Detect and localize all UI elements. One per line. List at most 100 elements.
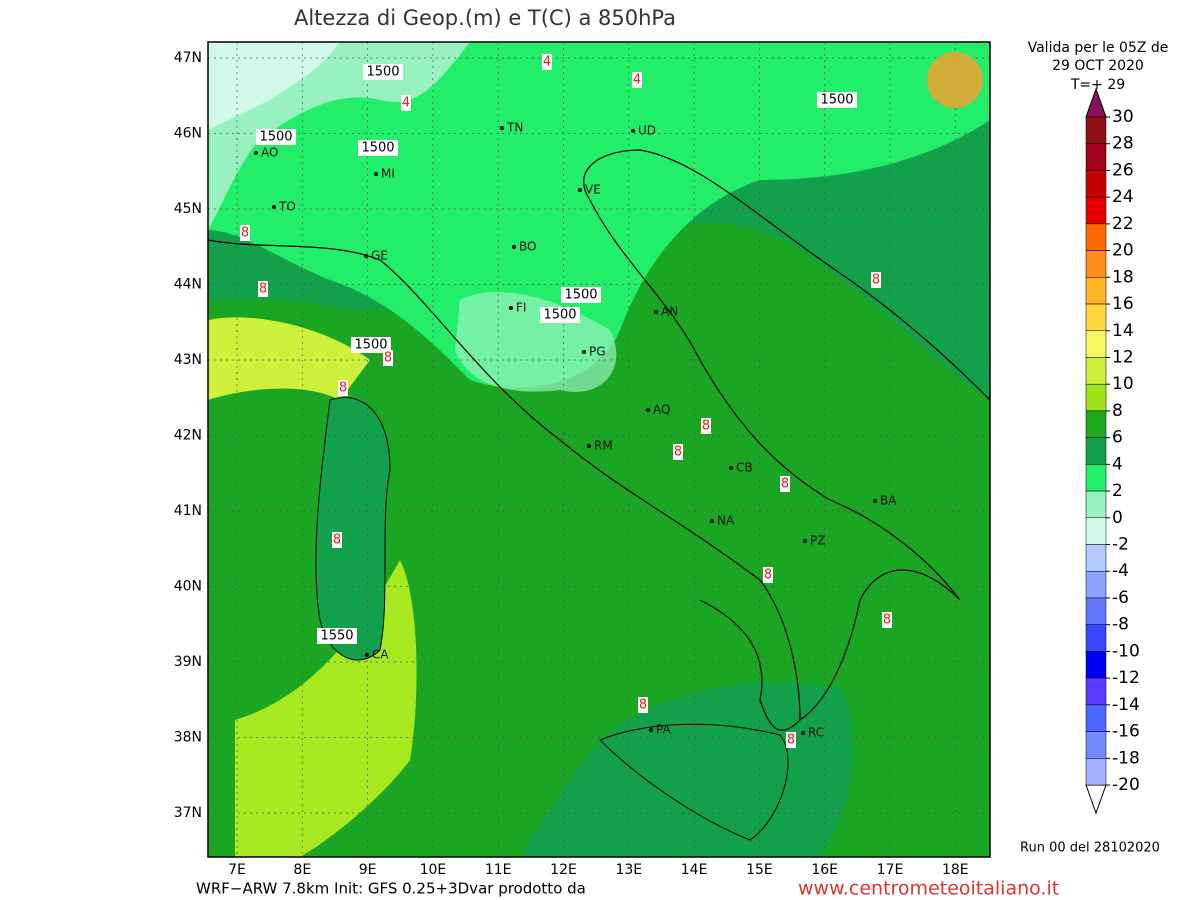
contour-label-box bbox=[358, 140, 398, 156]
city-dot bbox=[587, 444, 591, 448]
title: Altezza di Geop.(m) e T(C) a 850hPa bbox=[294, 6, 676, 30]
city-dot bbox=[803, 539, 807, 543]
contour-label: 1550 bbox=[320, 629, 353, 644]
contour-label-box bbox=[401, 95, 411, 111]
contour-label-box bbox=[317, 628, 357, 644]
contour-label: 8 bbox=[787, 733, 795, 748]
city-label: UD bbox=[638, 124, 656, 138]
colorbar-segment bbox=[1085, 544, 1107, 572]
lat-tick-label: 45N bbox=[174, 201, 202, 217]
validity: 29 OCT 2020 bbox=[1052, 58, 1144, 74]
city-label: RM bbox=[594, 439, 613, 453]
city-label: TN bbox=[506, 121, 523, 135]
lat-tick-label: 46N bbox=[174, 126, 202, 142]
colorbar: 302826242220181614121086420-2-4-6-8-10-1… bbox=[1085, 87, 1140, 815]
colorbar-label: -8 bbox=[1112, 615, 1129, 635]
colorbar-label: 8 bbox=[1112, 401, 1123, 421]
colorbar-label: 6 bbox=[1112, 428, 1123, 448]
lat-tick-label: 38N bbox=[174, 730, 202, 746]
contour-label: 4 bbox=[402, 96, 410, 111]
lon-tick-label: 11E bbox=[485, 862, 512, 878]
city-label: CB bbox=[736, 461, 753, 475]
contour-label-box bbox=[258, 281, 268, 297]
colorbar-segment bbox=[1085, 250, 1107, 278]
field-warm bbox=[208, 317, 370, 400]
contour-label: 4 bbox=[543, 55, 551, 70]
contour-label: 1500 bbox=[354, 338, 387, 353]
contour-label: 1500 bbox=[361, 141, 394, 156]
lat-tick-label: 37N bbox=[174, 805, 202, 821]
contour-label-box bbox=[701, 418, 711, 434]
field-colder bbox=[208, 42, 340, 130]
lon-tick-label: 16E bbox=[811, 862, 838, 878]
colorbar-label: 24 bbox=[1112, 187, 1134, 207]
colorbar-segment bbox=[1085, 570, 1107, 599]
city-dot bbox=[500, 126, 504, 130]
colorbar-segment bbox=[1085, 490, 1107, 519]
city-dot bbox=[631, 129, 635, 133]
city-dot bbox=[654, 310, 658, 314]
lat-tick-label: 43N bbox=[174, 352, 202, 368]
contour-label-box bbox=[632, 72, 642, 88]
city-label: AN bbox=[661, 305, 678, 319]
colorbar-segment bbox=[1085, 651, 1107, 679]
lat-tick-label: 40N bbox=[174, 579, 202, 595]
city-dot bbox=[254, 151, 258, 155]
colorbar-segment bbox=[1085, 410, 1107, 438]
colorbar-label: 10 bbox=[1112, 374, 1134, 394]
city-label: FI bbox=[516, 301, 526, 315]
contour-label: 8 bbox=[764, 568, 772, 583]
lon-tick-label: 17E bbox=[877, 862, 904, 878]
contour-label: 8 bbox=[781, 477, 789, 492]
city-label: NA bbox=[717, 514, 735, 528]
city-label: AO bbox=[261, 146, 278, 160]
colorbar-label: 14 bbox=[1112, 321, 1134, 341]
lon-tick-label: 12E bbox=[550, 862, 577, 878]
colorbar-label: 4 bbox=[1112, 454, 1123, 474]
contour-label-box bbox=[882, 612, 892, 628]
contour-labels: 1500 1500 1500 1500 1500 1500 1500 1550 8 8 8 8 8 8 8 8… bbox=[240, 54, 892, 748]
lon-tick-label: 18E bbox=[942, 862, 969, 878]
city-label: BA bbox=[880, 494, 897, 508]
contour-label-box bbox=[673, 444, 683, 460]
contour-label: 8 bbox=[883, 613, 891, 628]
city-dot bbox=[729, 466, 733, 470]
contour-label: 1500 bbox=[259, 130, 292, 145]
colorbar-segment bbox=[1085, 464, 1107, 492]
contour-label: 1500 bbox=[820, 93, 853, 108]
contour-label-box bbox=[383, 350, 393, 366]
contour-label: 4 bbox=[633, 73, 641, 88]
colorbar-segment bbox=[1085, 624, 1107, 652]
lon-tick-label: 9E bbox=[359, 862, 377, 878]
logo bbox=[927, 52, 983, 108]
lat-tick-label: 41N bbox=[174, 503, 202, 519]
city-dot bbox=[801, 731, 805, 735]
coastline bbox=[315, 397, 391, 661]
contour-label-box bbox=[351, 337, 391, 353]
graticule: 47N 46N 45N 44N 43N 42N 41N 40N 39N 38N 37N 7E 8E 9E 1… bbox=[174, 42, 990, 878]
colorbar-bottom bbox=[1085, 784, 1107, 815]
city-dot bbox=[649, 728, 653, 732]
contour-label-box bbox=[763, 567, 773, 583]
colorbar-label: -4 bbox=[1112, 561, 1129, 581]
colorbar-label: -18 bbox=[1112, 748, 1140, 768]
colorbar-label: 12 bbox=[1112, 347, 1134, 367]
contour-label: 8 bbox=[384, 351, 392, 366]
colorbar-segment bbox=[1085, 597, 1107, 625]
contour-label-box bbox=[780, 476, 790, 492]
lat-tick-label: 39N bbox=[174, 654, 202, 670]
contour-label-box bbox=[540, 307, 580, 323]
colorbar-segment bbox=[1085, 677, 1107, 706]
lon-tick-label: 7E bbox=[228, 862, 246, 878]
colorbar-segment bbox=[1085, 357, 1107, 385]
footer: WRF−ARW 7.8km Init: GFS 0.25+3Dvar prodo… bbox=[196, 880, 586, 898]
contour-label: 8 bbox=[702, 419, 710, 434]
contour-label-box bbox=[256, 129, 296, 145]
city-dot bbox=[364, 254, 368, 258]
contour-label-box bbox=[542, 54, 552, 70]
colorbar-label: -2 bbox=[1112, 535, 1129, 555]
colorbar-segment bbox=[1085, 170, 1107, 198]
colorbar-segment bbox=[1085, 758, 1107, 786]
colorbar-label: 22 bbox=[1112, 214, 1134, 234]
colorbar-label: -14 bbox=[1112, 695, 1140, 715]
